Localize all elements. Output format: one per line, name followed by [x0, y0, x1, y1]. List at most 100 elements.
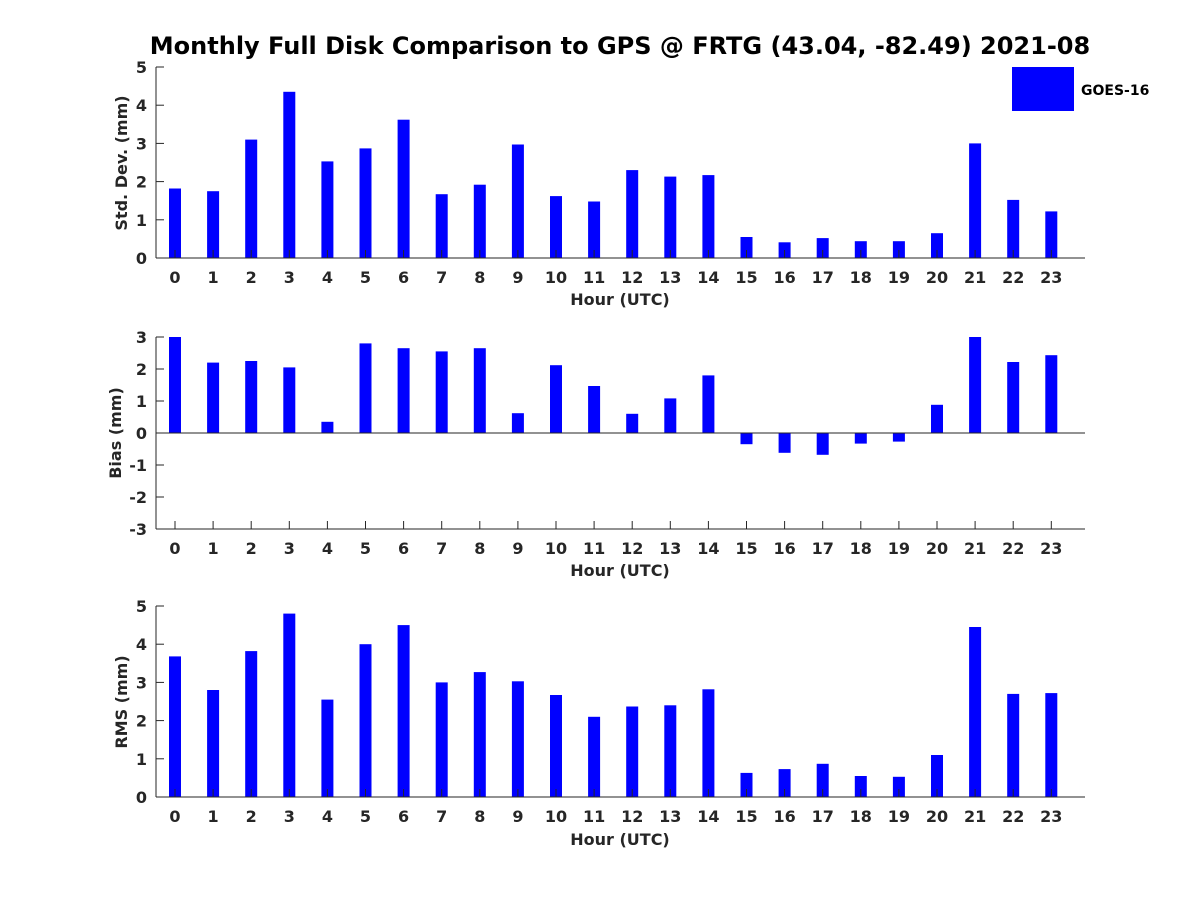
rms-ytick-label: 0: [136, 788, 147, 807]
std-dev-bar-17: [816, 238, 829, 258]
bias-xtick-label: 3: [284, 539, 295, 558]
std-dev-xtick-label: 1: [208, 268, 219, 287]
std-dev-bar-6: [397, 119, 410, 258]
std-dev-xtick-label: 8: [474, 268, 485, 287]
std-dev-xtick-label: 9: [512, 268, 523, 287]
bias-bar-4: [321, 421, 334, 433]
rms-bar-22: [1007, 693, 1020, 797]
bias-bar-17: [816, 433, 829, 455]
std-dev-xtick-label: 6: [398, 268, 409, 287]
std-dev-bar-4: [321, 161, 334, 258]
bias-ytick-label: -2: [129, 488, 147, 507]
legend-swatch: [1012, 67, 1074, 111]
rms-bar-18: [854, 776, 867, 797]
rms-bar-14: [702, 689, 715, 797]
bias-ytick-label: 3: [136, 328, 147, 347]
std-dev-bar-11: [588, 201, 601, 258]
rms-xtick-label: 6: [398, 807, 409, 826]
rms-bar-2: [245, 651, 258, 797]
std-dev-bar-14: [702, 175, 715, 258]
std-dev-xtick-label: 3: [284, 268, 295, 287]
std-dev-bar-2: [245, 139, 258, 258]
rms-bar-11: [588, 716, 601, 797]
std-dev-ytick-label: 0: [136, 249, 147, 268]
rms-ytick-label: 1: [136, 750, 147, 769]
std-dev-xtick-label: 18: [850, 268, 872, 287]
bias-bar-1: [207, 362, 220, 433]
bias-xtick-label: 23: [1040, 539, 1062, 558]
bias-bar-16: [778, 433, 791, 453]
std-dev-bar-7: [435, 194, 448, 258]
legend-label: GOES-16: [1081, 83, 1149, 99]
rms-bar-23: [1045, 693, 1058, 797]
rms-xtick-label: 12: [621, 807, 643, 826]
rms-bar-6: [397, 625, 410, 797]
std-dev-bar-10: [550, 196, 562, 258]
rms-bar-13: [664, 705, 677, 797]
std-dev-bar-12: [626, 170, 639, 258]
bias-xtick-label: 2: [246, 539, 257, 558]
bias-bar-20: [931, 404, 943, 433]
rms-xtick-label: 11: [583, 807, 605, 826]
bias-bars: [169, 337, 1058, 455]
std-dev-bar-15: [740, 237, 753, 258]
rms-xtick-label: 21: [964, 807, 986, 826]
bias-bar-3: [283, 367, 296, 433]
std-dev-xtick-label: 11: [583, 268, 605, 287]
rms-xtick-label: 20: [926, 807, 948, 826]
bias-bar-8: [473, 348, 486, 433]
rms-xtick-label: 9: [512, 807, 523, 826]
rms-xtick-label: 5: [360, 807, 371, 826]
std-dev-bar-22: [1007, 199, 1020, 258]
rms-bar-17: [816, 763, 829, 797]
rms-xtick-label: 18: [850, 807, 872, 826]
std-dev-xtick-label: 2: [246, 268, 257, 287]
rms-xtick-label: 2: [246, 807, 257, 826]
rms-bar-15: [740, 772, 753, 797]
std-dev-bar-13: [664, 176, 677, 258]
std-dev-xlabel: Hour (UTC): [570, 290, 670, 309]
std-dev-xtick-label: 13: [659, 268, 681, 287]
bias-xtick-label: 21: [964, 539, 986, 558]
bias-xtick-label: 1: [208, 539, 219, 558]
rms-ytick-label: 5: [136, 597, 147, 616]
rms-xtick-label: 10: [545, 807, 567, 826]
std-dev-xtick-label: 19: [888, 268, 910, 287]
rms-xtick-label: 16: [773, 807, 795, 826]
std-dev-xtick-label: 17: [812, 268, 834, 287]
bias-xtick-label: 6: [398, 539, 409, 558]
bias-xtick-label: 18: [850, 539, 872, 558]
bias-xtick-label: 0: [169, 539, 180, 558]
rms-xtick-label: 8: [474, 807, 485, 826]
bias-bar-6: [397, 348, 410, 433]
std-dev-bar-9: [511, 144, 524, 258]
bias-xlabel: Hour (UTC): [570, 561, 670, 580]
rms-xtick-label: 0: [169, 807, 180, 826]
rms-bar-9: [511, 681, 524, 797]
rms-bar-5: [359, 644, 372, 797]
std-dev-xtick-label: 12: [621, 268, 643, 287]
bias-bar-2: [245, 361, 258, 433]
bias-bar-18: [854, 433, 867, 444]
rms-xtick-label: 4: [322, 807, 333, 826]
rms-bar-21: [969, 627, 982, 797]
rms-bar-4: [321, 699, 334, 797]
bias-bar-7: [435, 351, 448, 433]
rms-ytick-label: 4: [136, 635, 147, 654]
bias-xtick-label: 4: [322, 539, 333, 558]
std-dev-xtick-label: 0: [169, 268, 180, 287]
std-dev-xtick-label: 10: [545, 268, 567, 287]
bias-ytick-label: 1: [136, 392, 147, 411]
rms-xtick-label: 19: [888, 807, 910, 826]
rms-bar-10: [550, 695, 562, 797]
std-dev-ytick-label: 1: [136, 211, 147, 230]
rms-xtick-label: 7: [436, 807, 447, 826]
rms-bar-19: [892, 776, 905, 797]
bias-bar-23: [1045, 355, 1058, 433]
rms-xtick-label: 22: [1002, 807, 1024, 826]
